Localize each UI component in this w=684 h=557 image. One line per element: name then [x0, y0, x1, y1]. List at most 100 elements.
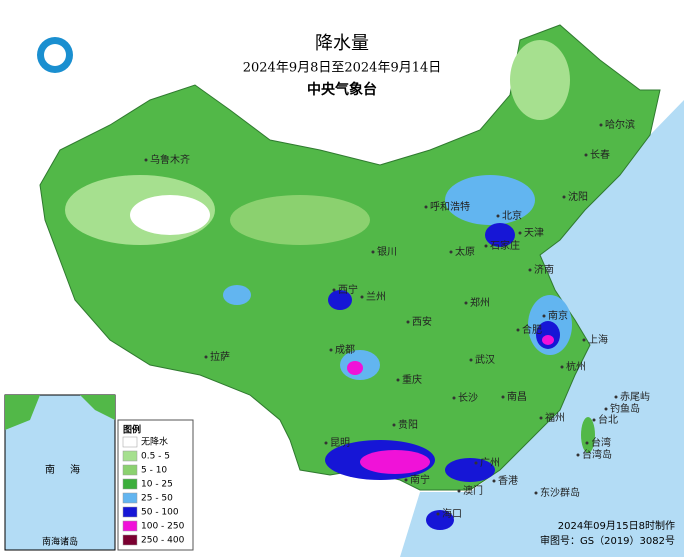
- legend-label: 5 - 10: [141, 466, 167, 476]
- city-name: 拉萨: [210, 350, 230, 363]
- land: [39, 24, 661, 491]
- city-dot: [406, 320, 410, 324]
- legend-label: 0.5 - 5: [141, 452, 170, 462]
- city-dot: [457, 489, 461, 493]
- city-name: 银川: [377, 245, 397, 258]
- city-dot: [436, 512, 440, 516]
- city-dot: [539, 416, 543, 420]
- city-dot: [324, 441, 328, 445]
- legend-swatch: [122, 520, 138, 532]
- city-name: 呼和浩特: [430, 201, 470, 213]
- city-dot: [584, 153, 588, 157]
- city-dot: [392, 423, 396, 427]
- legend-label: 100 - 250: [141, 522, 185, 532]
- legend-swatch: [122, 506, 138, 518]
- city-name: 昆明: [330, 437, 350, 449]
- city-dot: [469, 358, 473, 362]
- inset-land: [5, 395, 40, 430]
- city-dot: [516, 328, 520, 332]
- city-dot: [371, 250, 375, 254]
- city-dot: [332, 288, 336, 292]
- city-dot: [576, 453, 580, 457]
- city-dot: [542, 314, 546, 318]
- city-dot: [614, 395, 618, 399]
- city-name: 香港: [498, 475, 518, 487]
- city-dot: [518, 231, 522, 235]
- city-dot: [484, 244, 488, 248]
- city-dot: [599, 123, 603, 127]
- city-name: 长春: [590, 149, 610, 161]
- city-dot: [501, 395, 505, 399]
- city-dot: [592, 418, 596, 422]
- legend-swatch: [122, 436, 138, 448]
- city-name: 钓鱼岛: [610, 402, 640, 415]
- made-time: 2024年09月15日8时制作: [558, 519, 675, 532]
- city-dot: [360, 295, 364, 299]
- city-dot: [534, 491, 538, 495]
- city-dot: [585, 441, 589, 445]
- legend-swatch: [122, 492, 138, 504]
- legend-label: 25 - 50: [141, 494, 173, 504]
- inset: 南 海 南海诸岛: [4, 394, 116, 551]
- city-name: 合肥: [522, 323, 542, 336]
- city-dot: [528, 268, 532, 272]
- city-name: 台北: [598, 413, 618, 426]
- legend-label: 10 - 25: [141, 480, 173, 490]
- city-name: 澳门: [463, 484, 483, 497]
- city-dot: [582, 338, 586, 342]
- city-name: 南京: [548, 309, 568, 322]
- city-name: 西安: [412, 315, 432, 328]
- city-dot: [144, 158, 148, 162]
- city-name: 福州: [545, 411, 565, 424]
- city-dot: [204, 355, 208, 359]
- rain-areas: [65, 40, 595, 530]
- map-title: 降水量: [315, 33, 369, 54]
- city-name: 东沙群岛: [540, 486, 580, 499]
- city-name: 西宁: [338, 283, 358, 296]
- city-dot: [449, 250, 453, 254]
- inset-land: [80, 395, 115, 420]
- city-dot: [452, 396, 456, 400]
- city-name: 广州: [480, 457, 500, 469]
- city-name: 成都: [335, 344, 355, 356]
- city-name: 杭州: [566, 360, 586, 373]
- city-name: 上海: [588, 333, 608, 346]
- city-name: 重庆: [402, 373, 422, 386]
- legend-swatch: [122, 464, 138, 476]
- city-name: 济南: [534, 263, 554, 276]
- legend-label: 50 - 100: [141, 508, 179, 518]
- city-dot: [560, 365, 564, 369]
- city-dot: [404, 478, 408, 482]
- city-name: 贵阳: [398, 418, 418, 431]
- city-name: 哈尔滨: [605, 118, 635, 131]
- city-name: 台湾: [591, 436, 611, 449]
- inset-label: 海: [70, 463, 80, 476]
- city-dot: [604, 407, 608, 411]
- city-name: 乌鲁木齐: [150, 153, 190, 166]
- legend-label: 无降水: [141, 436, 168, 448]
- city-dot: [496, 214, 500, 218]
- city-dot: [562, 195, 566, 199]
- city-dot: [329, 348, 333, 352]
- city-dot: [492, 479, 496, 483]
- city-name: 郑州: [470, 296, 490, 309]
- city-name: 赤尾屿: [620, 391, 650, 403]
- inset-label: 南: [45, 463, 55, 476]
- city-dot: [474, 461, 478, 465]
- legend: 图例 无降水 0.5 - 5 5 - 10 10 - 25 25 - 50 50 - 10…: [117, 419, 194, 551]
- city-name: 台湾岛: [582, 448, 612, 461]
- city-dot: [396, 378, 400, 382]
- city-name: 沈阳: [568, 190, 588, 203]
- review-number: 审图号：GS（2019）3082号: [540, 534, 675, 547]
- city-name: 南宁: [410, 473, 430, 486]
- inset-title: 南海诸岛: [42, 536, 78, 548]
- legend-swatch: [122, 534, 138, 546]
- city-name: 太原: [455, 245, 475, 258]
- map-subtitle: 2024年9月8日至2024年9月14日: [243, 61, 442, 76]
- city-name: 石家庄: [490, 239, 520, 252]
- city-name: 南昌: [507, 390, 527, 403]
- legend-swatch: [122, 450, 138, 462]
- legend-label: 250 - 400: [141, 536, 185, 546]
